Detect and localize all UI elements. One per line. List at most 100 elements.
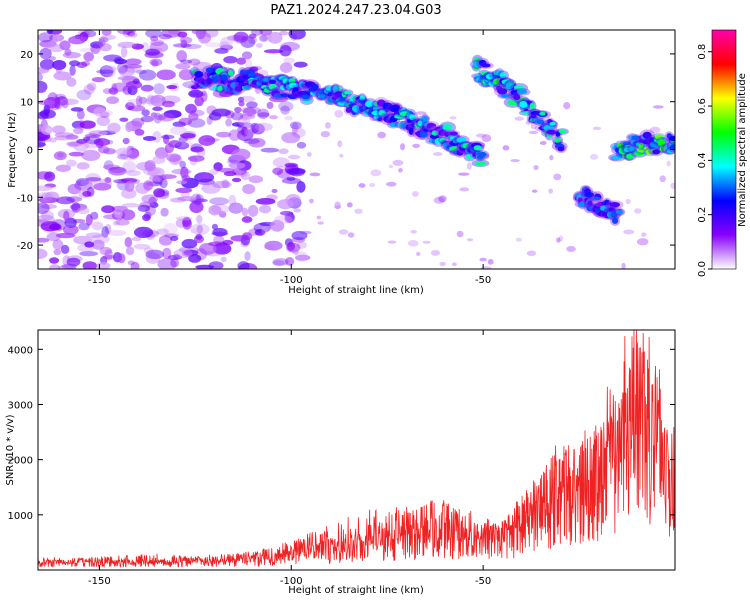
ridge-3-cell <box>667 149 673 154</box>
heatmap-x-axis-label: Height of straight line (km) <box>288 285 424 296</box>
ridge-0-cell <box>244 84 251 89</box>
noise-cell <box>130 261 140 269</box>
noise-cell <box>223 56 238 64</box>
noise-cell <box>61 263 78 269</box>
noise-cell <box>40 124 53 135</box>
noise-cell <box>293 208 301 213</box>
noise-cell <box>415 111 427 115</box>
noise-cell <box>133 226 154 239</box>
noise-cell <box>156 69 176 81</box>
noise-cell <box>60 244 70 254</box>
ridge-0-cell <box>442 123 453 132</box>
noise-cell <box>212 227 228 237</box>
noise-cell <box>122 137 130 145</box>
noise-cell <box>284 162 298 168</box>
colorbar-tick-label: 0.4 <box>697 152 708 168</box>
noise-cell <box>459 187 470 192</box>
noise-cell <box>334 109 344 118</box>
noise-cell <box>212 180 232 189</box>
noise-cell <box>338 229 349 235</box>
noise-cell <box>240 170 250 181</box>
noise-cell <box>241 232 253 241</box>
noise-cell <box>62 255 71 267</box>
noise-cell <box>38 202 50 214</box>
noise-cell <box>241 207 249 217</box>
noise-cell <box>64 48 72 56</box>
noise-cell <box>279 62 293 73</box>
noise-cell <box>117 253 126 264</box>
noise-cell <box>230 111 244 121</box>
noise-cell <box>284 211 293 224</box>
noise-cell <box>592 126 602 131</box>
noise-cell <box>85 177 102 182</box>
noise-cell <box>49 137 57 143</box>
noise-cell <box>109 167 125 174</box>
noise-cell <box>143 211 152 220</box>
snr-y-axis-label: SNR (10 * v/v) <box>5 414 16 485</box>
ridge-0-cell <box>228 70 234 76</box>
noise-cell <box>272 167 283 175</box>
noise-cell <box>137 204 151 212</box>
noise-cell <box>46 30 54 34</box>
noise-cell <box>255 197 276 205</box>
noise-cell <box>38 80 48 93</box>
ridge-0-cell <box>217 86 223 92</box>
noise-cell <box>466 162 472 170</box>
noise-cell <box>487 258 494 265</box>
noise-cell <box>119 149 140 161</box>
noise-cell <box>161 134 175 140</box>
noise-cell <box>272 260 285 266</box>
ridge-2-cell <box>601 212 609 217</box>
noise-cell <box>269 95 289 103</box>
noise-cell <box>234 106 242 113</box>
noise-cell <box>279 44 292 57</box>
noise-cell <box>621 262 626 269</box>
noise-cell <box>194 96 204 107</box>
noise-cell <box>253 222 271 233</box>
noise-cell <box>157 258 177 269</box>
noise-cell <box>556 237 561 243</box>
noise-cell <box>219 41 231 50</box>
noise-cell <box>244 251 251 261</box>
noise-cell <box>169 197 186 203</box>
noise-cell <box>117 153 129 160</box>
noise-cell <box>70 195 83 200</box>
noise-cell <box>347 232 355 238</box>
noise-cell <box>466 238 474 242</box>
noise-cell <box>241 106 262 115</box>
ridge-0-cell <box>220 74 228 81</box>
noise-cell <box>388 164 394 169</box>
noise-cell <box>134 128 145 136</box>
noise-cell <box>195 264 215 269</box>
noise-cell <box>209 168 219 176</box>
noise-cell <box>153 188 166 198</box>
noise-cell <box>188 254 202 263</box>
noise-cell <box>102 164 120 170</box>
noise-cell <box>69 60 80 67</box>
noise-cell <box>143 98 163 105</box>
ridge-3-cell <box>638 142 644 149</box>
noise-cell <box>481 134 492 143</box>
noise-cell <box>292 248 299 255</box>
noise-cell <box>238 96 245 103</box>
noise-cell <box>157 112 176 122</box>
noise-cell <box>78 222 90 231</box>
noise-cell <box>38 72 43 82</box>
ridge-1-cell <box>536 119 545 125</box>
ridge-0-cell <box>378 109 386 117</box>
heatmap-y-axis-label: Frequency (Hz) <box>7 112 18 188</box>
noise-cell <box>90 234 110 245</box>
noise-cell <box>277 169 291 179</box>
noise-cell <box>641 232 647 237</box>
noise-cell <box>346 202 353 208</box>
noise-cell <box>156 228 169 235</box>
ridge-0-cell <box>234 85 243 92</box>
noise-cell <box>530 122 537 130</box>
noise-cell <box>117 62 128 74</box>
y-tick-label: 4000 <box>8 345 33 356</box>
ridge-1-cell <box>519 101 528 108</box>
noise-cell <box>63 224 79 235</box>
snr-panel: -150 -100 -50 1000 2000 3000 4000 Height of s… <box>5 329 676 596</box>
noise-cell <box>422 240 431 244</box>
noise-cell <box>179 59 193 64</box>
